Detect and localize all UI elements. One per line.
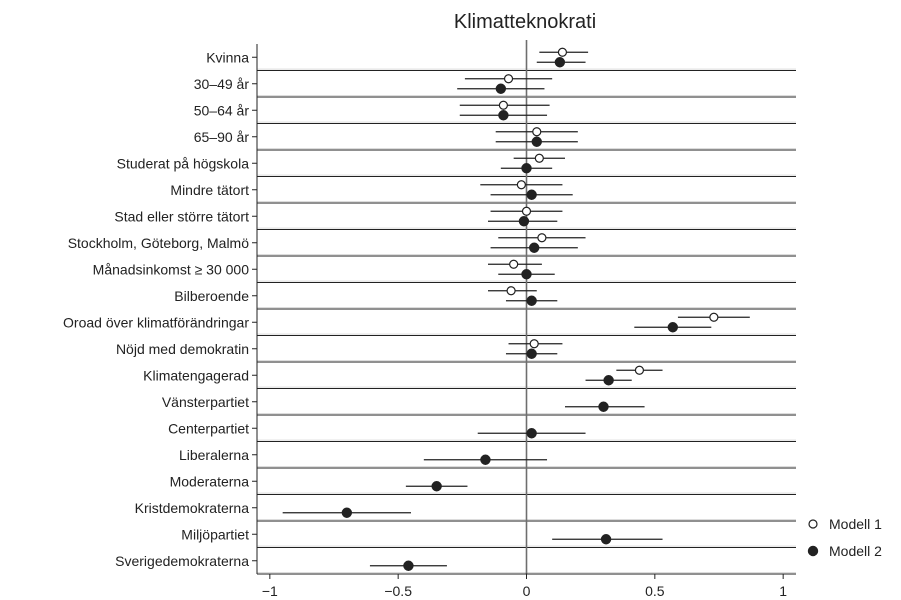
x-tick-label: −1	[262, 583, 278, 599]
y-tick-label: Klimatengagerad	[143, 367, 249, 383]
y-tick-label: Vänsterpartiet	[162, 394, 249, 410]
point-modell-1	[557, 47, 568, 57]
point-modell-2	[526, 189, 537, 200]
y-tick-label: Mindre tätort	[170, 182, 249, 198]
point-modell-1	[503, 74, 514, 84]
y-tick-label: 50–64 år	[194, 102, 250, 118]
y-tick-label: Studerat på högskola	[117, 155, 250, 171]
legend: Modell 1 Modell 2	[807, 516, 882, 559]
point-modell-2	[529, 242, 540, 253]
y-tick-label: Liberalerna	[179, 447, 249, 463]
x-tick-label: 1	[779, 583, 787, 599]
y-tick-label: Månadsinkomst ≥ 30 000	[93, 261, 250, 277]
x-tick-label: −0.5	[384, 583, 412, 599]
y-tick-label: Kristdemokraterna	[135, 500, 250, 516]
point-modell-1	[516, 180, 526, 190]
point-modell-1	[509, 259, 519, 269]
point-modell-2	[521, 163, 532, 174]
point-modell-2	[498, 110, 509, 121]
x-tick-label: 0.5	[645, 583, 665, 599]
chart-title: Klimatteknokrati	[454, 11, 596, 33]
point-modell-2	[526, 295, 537, 306]
point-modell-1	[521, 206, 532, 216]
legend-marker-filled-circle	[807, 545, 819, 557]
y-tick-label: Oroad över klimatförändringar	[63, 314, 249, 330]
y-tick-label: Kvinna	[206, 49, 249, 65]
point-modell-2	[341, 507, 353, 518]
x-axis: −1 −0.5 0 0.5 1	[257, 573, 796, 599]
y-tick-label: Miljöpartiet	[181, 526, 249, 542]
point-modell-2	[554, 57, 566, 68]
point-modell-1	[532, 127, 542, 137]
point-modell-1	[634, 365, 645, 375]
legend-label: Modell 1	[829, 516, 882, 532]
point-modell-1	[498, 100, 508, 110]
point-modell-2	[531, 136, 542, 147]
point-modell-2	[667, 322, 679, 333]
point-modell-2	[431, 481, 442, 492]
point-modell-2	[403, 560, 414, 571]
point-modell-2	[603, 375, 614, 386]
point-modell-1	[709, 312, 719, 322]
y-tick-label: Sverigedemokraterna	[115, 553, 249, 569]
point-modell-1	[537, 233, 547, 243]
point-modell-2	[495, 83, 507, 94]
point-modell-2	[526, 348, 537, 359]
point-modell-2	[521, 269, 532, 280]
point-modell-2	[526, 428, 537, 439]
point-modell-1	[534, 153, 544, 163]
y-axis: Kvinna 30–49 år 50–64 år 65–90 år Studerat p…	[63, 44, 258, 574]
x-tick-label: 0	[523, 583, 531, 599]
y-tick-label: 65–90 år	[194, 129, 250, 145]
y-tick-label: Bilberoende	[174, 288, 249, 304]
point-modell-1	[529, 339, 539, 349]
point-modell-2	[598, 401, 609, 412]
y-tick-label: Stockholm, Göteborg, Malmö	[68, 235, 250, 251]
y-tick-label: 30–49 år	[194, 76, 250, 92]
y-tick-label: Moderaterna	[170, 473, 250, 489]
y-tick-label: Centerpartiet	[168, 420, 249, 436]
legend-marker-hollow-circle	[808, 519, 818, 529]
point-modell-2	[518, 216, 530, 227]
point-modell-2	[600, 534, 612, 545]
point-modell-2	[480, 454, 491, 465]
plot-marks	[282, 47, 750, 571]
legend-label: Modell 2	[829, 543, 882, 559]
y-tick-label: Nöjd med demokratin	[116, 341, 249, 357]
point-modell-1	[506, 286, 516, 296]
y-tick-label: Stad eller större tätort	[114, 208, 249, 224]
